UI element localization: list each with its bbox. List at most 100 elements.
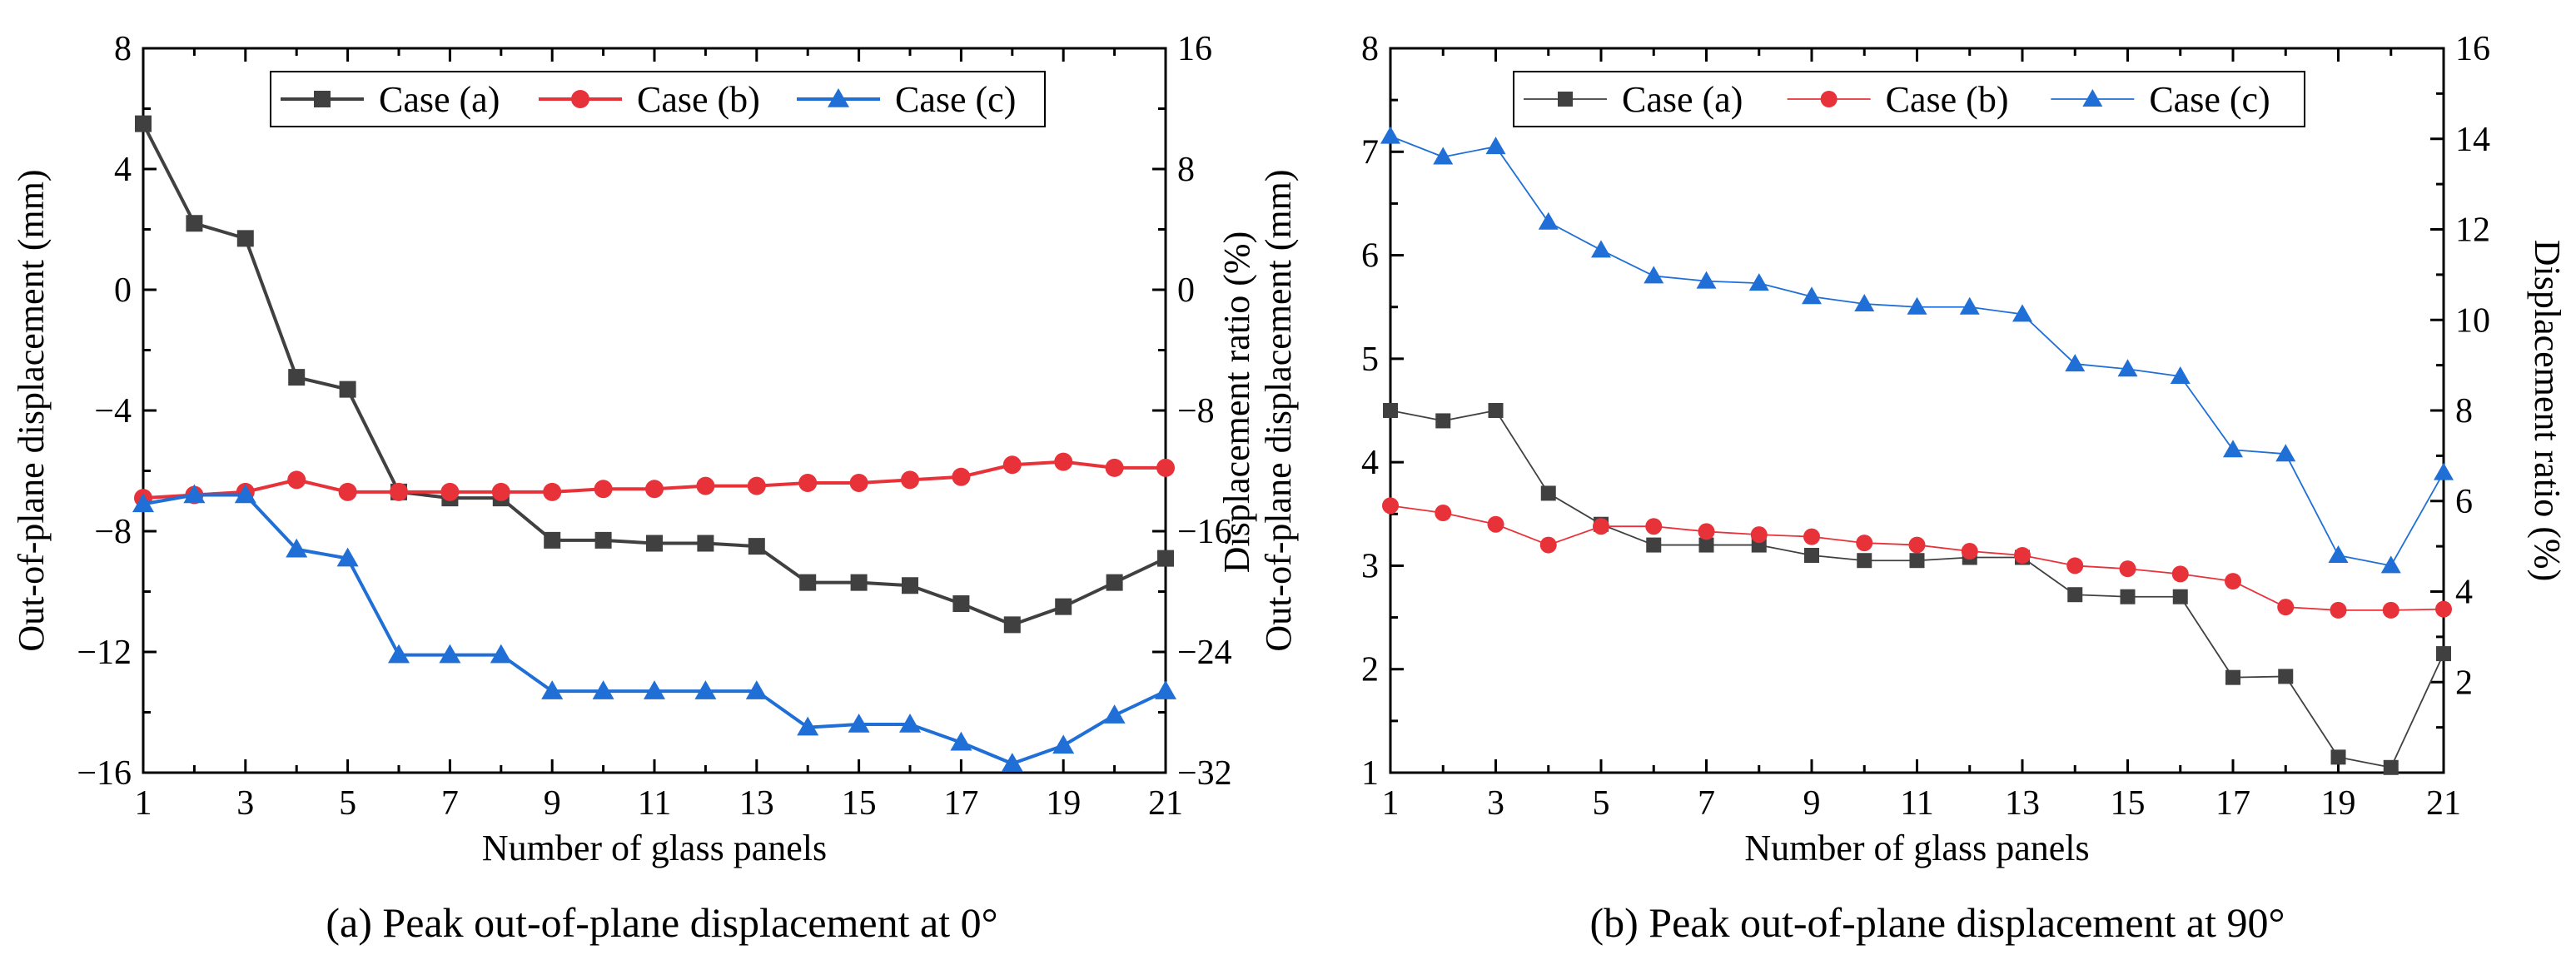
legend-label: Case (c) — [895, 79, 1016, 120]
data-point-square — [1804, 548, 1819, 563]
legend-box — [270, 71, 1046, 127]
data-point-circle — [1156, 458, 1175, 477]
y-tick-label: −12 — [77, 634, 132, 672]
data-point-triangle — [2065, 354, 2086, 372]
y2-tick-label: 10 — [2455, 301, 2490, 340]
legend-marker-square — [1558, 92, 1573, 107]
legend-label: Case (c) — [2149, 79, 2270, 120]
data-point-circle — [287, 470, 306, 490]
data-point-triangle — [644, 680, 665, 699]
data-point-triangle — [1433, 147, 1454, 165]
data-point-triangle — [1538, 211, 1559, 230]
data-point-square — [1157, 550, 1174, 567]
data-point-circle — [1593, 518, 1609, 535]
y-axis-title: Out-of-plane displacement (mm) — [11, 169, 52, 651]
data-point-square — [339, 381, 356, 398]
data-point-square — [288, 369, 306, 386]
data-point-square — [1909, 553, 1925, 569]
data-point-triangle — [1485, 137, 1506, 155]
legend-marker-circle — [1820, 91, 1838, 107]
x-tick-label: 13 — [739, 784, 774, 823]
y2-tick-label: 16 — [2455, 30, 2490, 68]
legend-marker-triangle — [828, 88, 849, 107]
x-tick-label: 5 — [339, 784, 356, 823]
data-point-circle — [440, 482, 460, 501]
data-point-triangle — [899, 714, 921, 733]
x-tick-label: 3 — [1487, 784, 1504, 823]
data-point-square — [697, 535, 714, 552]
y2-tick-label: 12 — [2455, 211, 2490, 250]
data-point-triangle — [1380, 126, 1400, 144]
data-point-square — [2120, 589, 2136, 604]
data-point-square — [1383, 403, 1398, 418]
data-point-circle — [1054, 452, 1073, 471]
data-point-triangle — [1748, 273, 1769, 291]
data-point-triangle — [1052, 734, 1075, 754]
x-tick-label: 17 — [943, 784, 978, 823]
x-tick-label: 9 — [1803, 784, 1821, 823]
data-point-circle — [952, 467, 971, 486]
data-point-triangle — [132, 493, 154, 513]
legend-label: Case (b) — [1886, 79, 2009, 120]
x-axis-title: Number of glass panels — [1744, 828, 2089, 868]
plot-frame — [142, 47, 1167, 774]
data-point-triangle — [1854, 293, 1875, 311]
data-point-square — [748, 538, 765, 555]
y-tick-label: −8 — [94, 513, 132, 551]
series-line-triangle — [1390, 135, 2444, 567]
data-point-circle — [2277, 599, 2295, 616]
plot-frame — [1389, 47, 2445, 774]
y2-tick-label: −32 — [1177, 754, 1232, 793]
data-point-circle — [1961, 543, 1978, 560]
data-point-circle — [2225, 573, 2241, 590]
data-point-circle — [747, 476, 766, 495]
data-point-triangle — [1001, 753, 1023, 772]
data-point-triangle — [2223, 440, 2243, 458]
x-tick-label: 9 — [544, 784, 561, 823]
data-point-square — [952, 595, 970, 612]
data-point-square — [2383, 759, 2399, 775]
data-point-square — [1857, 553, 1872, 569]
data-point-circle — [2382, 601, 2399, 619]
chart-panel-b: 1 3 5 7 9 11 13 15 17 19 2112345678246810121416Num… — [1216, 30, 2568, 868]
y-tick-label: 1 — [1361, 754, 1379, 793]
x-tick-label: 17 — [2215, 784, 2250, 823]
data-point-square — [1106, 574, 1123, 591]
y-tick-label: 6 — [1361, 237, 1379, 276]
data-point-triangle — [183, 484, 206, 504]
data-point-triangle — [541, 680, 564, 699]
y2-tick-label: 8 — [2455, 392, 2473, 430]
y2-tick-label: −16 — [1177, 513, 1232, 551]
y-axis-title: Out-of-plane displacement (mm) — [1258, 169, 1299, 651]
data-point-triangle — [439, 644, 461, 664]
x-tick-label: 7 — [1698, 784, 1715, 823]
y2-tick-label: 4 — [2455, 574, 2473, 612]
legend-label: Case (a) — [1622, 79, 1743, 120]
data-point-triangle — [797, 716, 819, 736]
y2-tick-label: 16 — [1177, 30, 1212, 68]
data-point-triangle — [1907, 296, 1927, 315]
y-tick-label: 2 — [1361, 651, 1379, 689]
data-point-square — [2225, 669, 2240, 685]
y2-tick-label: 6 — [2455, 483, 2473, 521]
legend-label: Case (a) — [379, 79, 500, 120]
y2-tick-label: −8 — [1177, 392, 1215, 430]
data-point-triangle — [2170, 366, 2191, 384]
legend-box — [1513, 71, 2305, 127]
data-point-circle — [543, 482, 562, 501]
data-point-circle — [1908, 536, 1926, 554]
data-point-triangle — [592, 680, 614, 699]
legend-marker-square — [314, 91, 331, 107]
x-tick-label: 11 — [1900, 784, 1933, 823]
data-point-triangle — [336, 547, 359, 567]
y-tick-label: 4 — [114, 151, 132, 189]
x-tick-label: 1 — [1382, 784, 1400, 823]
x-tick-label: 1 — [135, 784, 152, 823]
data-point-circle — [1698, 523, 1715, 540]
data-point-triangle — [2380, 555, 2401, 574]
y-tick-label: 8 — [1361, 30, 1379, 68]
data-point-square — [236, 230, 254, 247]
data-point-triangle — [1644, 266, 1664, 284]
y-tick-label: 4 — [1361, 444, 1379, 482]
